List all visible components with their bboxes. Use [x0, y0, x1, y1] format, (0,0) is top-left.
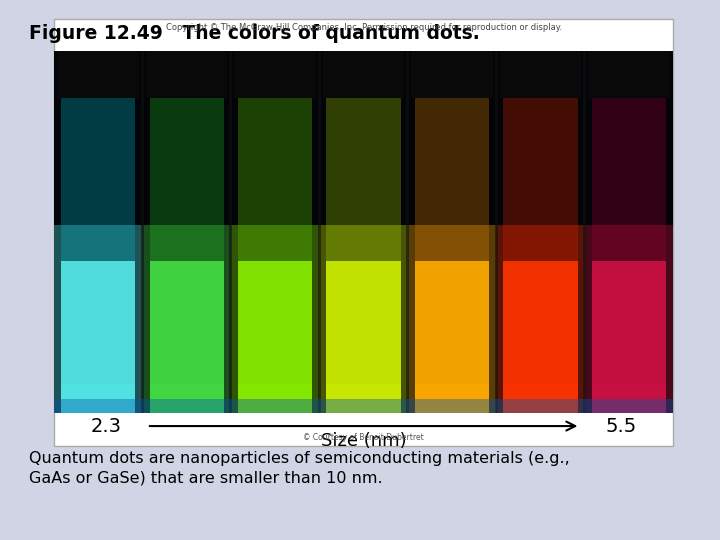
Bar — [326, 98, 401, 261]
Bar — [585, 225, 673, 413]
Bar — [61, 98, 135, 261]
Bar — [592, 98, 666, 261]
Text: Quantum dots are nanoparticles of semiconducting materials (e.g.,
GaAs or GaSe) : Quantum dots are nanoparticles of semico… — [29, 451, 570, 485]
Bar — [496, 225, 585, 413]
Bar — [141, 51, 144, 413]
Bar — [408, 399, 496, 413]
Bar — [406, 51, 409, 413]
Bar — [231, 225, 320, 413]
Text: Figure 12.49   The colors of quantum dots.: Figure 12.49 The colors of quantum dots. — [29, 24, 480, 43]
Bar — [230, 51, 233, 413]
Bar — [150, 98, 224, 261]
Bar — [54, 51, 673, 413]
Bar — [143, 399, 231, 413]
Bar — [408, 225, 496, 413]
Bar — [320, 225, 408, 413]
Bar — [143, 225, 231, 413]
Bar — [318, 51, 321, 413]
Bar — [238, 384, 312, 413]
Bar — [146, 51, 228, 98]
Bar — [503, 261, 577, 413]
Bar — [592, 261, 666, 413]
Bar — [415, 384, 489, 413]
Bar — [54, 225, 143, 413]
Bar — [415, 261, 489, 413]
Bar — [235, 51, 316, 98]
Text: 5.5: 5.5 — [605, 416, 636, 436]
Bar — [320, 399, 408, 413]
Bar — [583, 51, 586, 413]
Bar — [58, 51, 139, 98]
Bar — [326, 384, 401, 413]
Bar — [326, 261, 401, 413]
Bar — [54, 19, 673, 445]
Bar — [496, 399, 585, 413]
Bar — [238, 98, 312, 261]
Bar — [150, 261, 224, 413]
Text: 2.3: 2.3 — [91, 416, 122, 436]
Bar — [495, 51, 498, 413]
Bar — [61, 261, 135, 413]
Bar — [150, 384, 224, 413]
Text: Size (nm): Size (nm) — [321, 432, 406, 450]
Bar — [585, 399, 673, 413]
Text: © Courtesy of Benoit Dubertret: © Courtesy of Benoit Dubertret — [303, 433, 424, 442]
Bar — [503, 98, 577, 261]
Bar — [238, 261, 312, 413]
Bar — [500, 51, 581, 98]
Bar — [503, 384, 577, 413]
Bar — [323, 51, 405, 98]
Bar — [61, 384, 135, 413]
Bar — [231, 399, 320, 413]
Text: Copyright © The McGraw-Hill Companies, Inc. Permission required for reproduction: Copyright © The McGraw-Hill Companies, I… — [166, 23, 562, 32]
Bar — [411, 51, 492, 98]
Bar — [415, 98, 489, 261]
Bar — [54, 399, 143, 413]
Bar — [588, 51, 670, 98]
Bar — [592, 384, 666, 413]
